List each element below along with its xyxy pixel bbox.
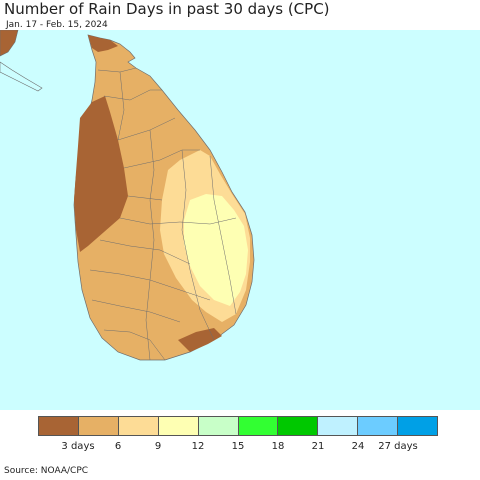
legend-swatch	[158, 417, 199, 435]
legend-tick-label: 9	[154, 441, 162, 452]
legend-swatch	[358, 417, 399, 435]
map-title: Number of Rain Days in past 30 days (CPC…	[4, 0, 330, 18]
district-boundaries	[89, 67, 237, 361]
india-coast-islands	[0, 61, 43, 92]
legend-swatch	[198, 417, 239, 435]
india-coast	[0, 30, 19, 57]
legend-tick-label: 18	[271, 441, 285, 452]
legend-tick-label: 3 days	[61, 441, 95, 452]
legend-swatch	[118, 417, 159, 435]
map-date-range: Jan. 17 - Feb. 15, 2024	[6, 20, 108, 30]
legend-swatch	[398, 417, 438, 435]
source-credit: Source: NOAA/CPC	[4, 466, 89, 476]
legend-colorbar	[38, 416, 438, 436]
legend-swatch	[278, 417, 319, 435]
legend-tick-label: 27 days	[378, 441, 418, 452]
legend-swatch	[78, 417, 119, 435]
legend-tick-label: 21	[311, 441, 325, 452]
eastern-high-rain-zone	[184, 194, 248, 306]
legend-tick-label: 24	[351, 441, 365, 452]
northern-low-rain-zone	[88, 35, 118, 52]
legend-swatch	[318, 417, 359, 435]
western-low-rain-zone	[74, 96, 128, 252]
rain-days-map	[0, 30, 480, 410]
legend-tick-label: 6	[114, 441, 122, 452]
legend-swatch	[39, 417, 79, 435]
legend-tick-label: 12	[191, 441, 205, 452]
legend-tick-label: 15	[231, 441, 245, 452]
legend-swatch	[238, 417, 279, 435]
